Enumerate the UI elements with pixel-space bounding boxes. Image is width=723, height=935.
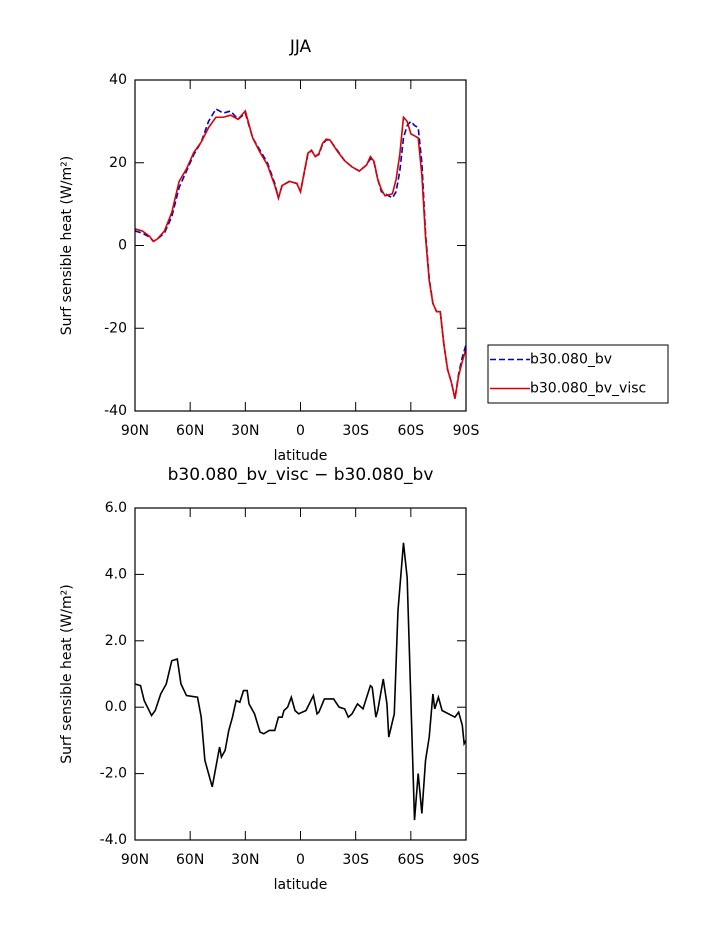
data-line — [134, 107, 467, 399]
legend-label: b30.080_bv_visc — [530, 381, 646, 397]
chart-title: b30.080_bv_visc − b30.080_bv — [168, 465, 434, 485]
y-tick-label: 40 — [109, 72, 127, 88]
x-tick-label: 90S — [453, 423, 480, 439]
y-axis-label: Surf sensible heat (W/m²) — [59, 156, 75, 335]
x-tick-label: 0 — [296, 423, 305, 439]
y-tick-label: -40 — [104, 403, 127, 419]
y-tick-label: 0.0 — [105, 699, 127, 715]
chart-title: JJA — [289, 37, 312, 57]
legend-box — [487, 344, 669, 404]
x-tick-label: 90N — [121, 423, 149, 439]
x-tick-label: 30S — [342, 852, 369, 868]
x-axis-label: latitude — [274, 448, 328, 464]
legend-label: b30.080_bv — [530, 352, 612, 368]
x-tick-label: 0 — [296, 852, 305, 868]
x-tick-label: 90N — [121, 852, 149, 868]
y-tick-label: 2.0 — [105, 633, 127, 649]
x-tick-label: 30N — [231, 423, 259, 439]
y-tick-label: 4.0 — [105, 566, 127, 582]
x-tick-label: 60N — [176, 423, 204, 439]
y-tick-label: -2.0 — [100, 766, 127, 782]
y-tick-label: -20 — [104, 320, 127, 336]
y-tick-label: 6.0 — [105, 500, 127, 516]
plot-frame — [134, 507, 467, 841]
plot-frame — [134, 79, 467, 412]
x-tick-label: 30N — [231, 852, 259, 868]
x-tick-label: 90S — [453, 852, 480, 868]
y-tick-label: 20 — [109, 155, 127, 171]
x-tick-label: 60S — [397, 852, 424, 868]
y-tick-label: 0 — [118, 238, 127, 254]
data-line — [134, 542, 467, 821]
y-tick-label: -4.0 — [100, 832, 127, 848]
x-axis-label: latitude — [274, 877, 328, 893]
x-tick-label: 60N — [176, 852, 204, 868]
y-axis-label: Surf sensible heat (W/m²) — [59, 584, 75, 763]
data-line — [134, 109, 467, 399]
x-tick-label: 30S — [342, 423, 369, 439]
x-tick-label: 60S — [397, 423, 424, 439]
